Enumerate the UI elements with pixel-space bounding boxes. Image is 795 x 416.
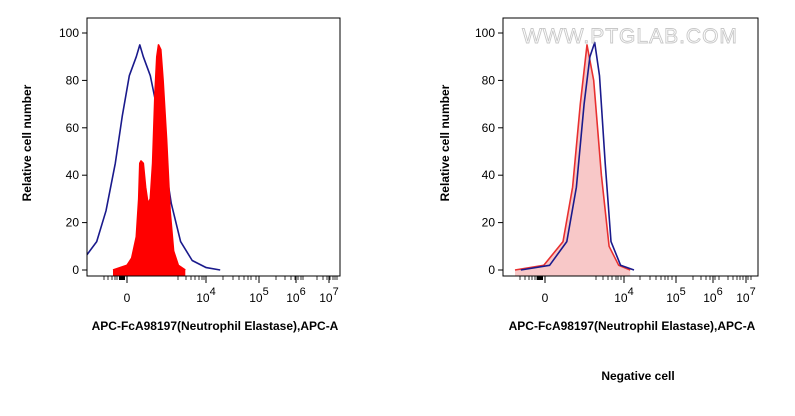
- right-series-group: [514, 41, 635, 276]
- left-x-zero-marker: [119, 276, 125, 280]
- right-y-tick-label: 60: [482, 121, 496, 135]
- right-x-zero-marker: [537, 276, 543, 280]
- negative-cell-annotation: Negative cell: [601, 369, 674, 383]
- right-x-tick-label: 106: [703, 286, 722, 305]
- left-y-tick-label: 20: [66, 216, 80, 230]
- left-x-tick-label: 106: [286, 286, 305, 305]
- left-y-tick-label: 80: [66, 73, 80, 87]
- left-x-tick-label: 107: [319, 286, 338, 305]
- left-x-tick-label: 104: [196, 286, 215, 305]
- right-x-tick-label: 104: [614, 286, 633, 305]
- right-series-0-area: [515, 44, 631, 276]
- left-y-tick-label: 60: [66, 121, 80, 135]
- right-y-tick-label: 80: [482, 73, 496, 87]
- left-x-tick-label: 105: [249, 286, 268, 305]
- right-series-1-line: [520, 41, 635, 271]
- left-y-tick-label: 0: [72, 263, 79, 277]
- watermark: WWW.PTGLAB.COM: [522, 25, 738, 48]
- left-series-group: [87, 44, 221, 276]
- right-y-tick-label: 100: [475, 26, 495, 40]
- left-series-0-line: [87, 44, 221, 271]
- left-y-axis-label: Relative cell number: [20, 84, 34, 201]
- left-series-1-line: [112, 44, 186, 271]
- right-y-tick-label: 20: [482, 216, 496, 230]
- right-x-tick-label: 0: [542, 291, 549, 305]
- left-plot-frame: [86, 17, 341, 277]
- left-series-1-area: [113, 44, 186, 276]
- right-y-ticks: 0 20 40 60 80 100: [475, 26, 503, 277]
- right-series-0-line: [514, 44, 631, 271]
- right-x-tick-label: 105: [666, 286, 685, 305]
- right-x-minor-ticks: [519, 276, 752, 280]
- right-x-axis-label: APC-FcA98197(Neutrophil Elastase),APC-A: [509, 319, 756, 333]
- right-x-tick-label: 107: [736, 286, 755, 305]
- left-y-tick-label: 40: [66, 168, 80, 182]
- left-x-tick-label: 0: [124, 291, 131, 305]
- right-x-ticks: 0 104 105 106 107: [542, 276, 756, 305]
- left-y-tick-label: 100: [59, 26, 79, 40]
- right-plot-frame: [502, 17, 759, 277]
- right-y-axis-label: Relative cell number: [438, 84, 452, 201]
- left-y-ticks: 0 20 40 60 80 100: [59, 26, 87, 277]
- left-x-ticks: 0 104 105 106 107: [124, 276, 339, 305]
- left-x-minor-ticks: [103, 276, 338, 280]
- left-x-axis-label: APC-FcA98197(Neutrophil Elastase),APC-A: [92, 319, 339, 333]
- right-y-tick-label: 40: [482, 168, 496, 182]
- chart-left-panel: 0 20 40 60 80 100 0 104 105 106 107 Relative cell…: [20, 17, 341, 333]
- chart-right-panel: WWW.PTGLAB.COM 0 20 40 60 80 100 0 104 105 106 10…: [438, 17, 759, 383]
- right-y-tick-label: 0: [488, 263, 495, 277]
